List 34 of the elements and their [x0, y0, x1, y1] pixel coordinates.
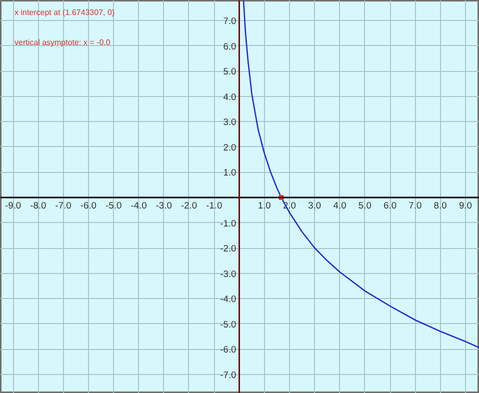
y-tick-label: 7.0 — [223, 16, 236, 26]
y-tick-label: -3.0 — [220, 268, 236, 279]
y-tick-label: -5.0 — [220, 319, 236, 330]
y-tick-label: 3.0 — [223, 117, 236, 128]
y-tick-label: -2.0 — [220, 244, 236, 254]
x-tick-label: -5.0 — [106, 200, 122, 211]
x-tick-label: -2.0 — [180, 200, 198, 211]
x-tick-label: -7.0 — [55, 200, 72, 211]
y-tick-label: 2.0 — [223, 142, 236, 152]
x-tick-label: -1.0 — [206, 200, 222, 211]
annotation: vertical asymptote: x = -0.0 — [14, 38, 111, 47]
x-tick-label: 7.0 — [408, 200, 422, 211]
x-tick-label: -9.0 — [5, 200, 22, 211]
x-tick-label: 3.0 — [308, 200, 322, 211]
y-tick-label: -1.0 — [220, 218, 236, 228]
x-tick-label: 5.0 — [358, 200, 372, 211]
y-tick-label: -7.0 — [220, 370, 236, 380]
x-tick-label: -6.0 — [80, 200, 96, 211]
y-tick-label: 5.0 — [223, 66, 236, 77]
x-tick-label: -8.0 — [30, 200, 46, 211]
x-tick-label: 9.0 — [458, 200, 472, 211]
x-tick-label: 4.0 — [333, 200, 346, 211]
x-tick-label: 6.0 — [384, 200, 397, 211]
y-tick-label: 4.0 — [223, 92, 236, 102]
x-tick-label: 1.0 — [258, 200, 271, 211]
x-tick-label: -4.0 — [130, 200, 147, 211]
x-tick-label: -3.0 — [156, 200, 172, 211]
x-tick-label: 8.0 — [434, 200, 447, 211]
y-tick-label: 6.0 — [223, 41, 236, 52]
y-tick-label: 1.0 — [223, 168, 236, 178]
line-series — [242, 0, 479, 348]
y-tick-label: -6.0 — [220, 344, 236, 355]
y-tick-label: -4.0 — [220, 294, 236, 304]
annotation: x intercept at (1.6743307, 0) — [14, 8, 115, 17]
